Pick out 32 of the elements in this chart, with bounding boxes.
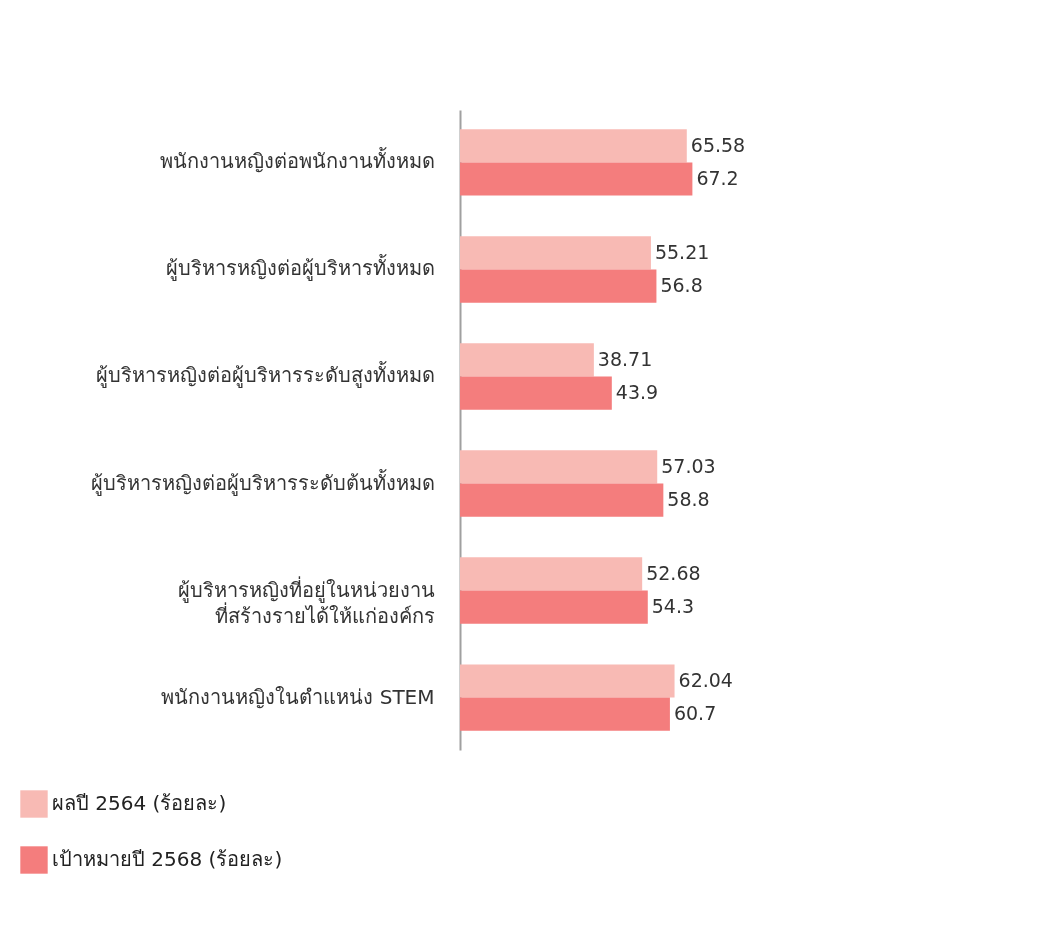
bar [460,129,687,163]
bar [460,269,657,303]
data-label: 56.8 [660,274,703,297]
data-label: 52.68 [646,561,701,584]
y-tick-label: พนักงานหญิงในตำแหน่ง STEM [161,684,435,709]
y-tick-label: ผู้บริหารหญิงต่อผู้บริหารทั้งหมด [165,254,435,282]
bar [460,697,670,731]
bar [460,376,612,410]
legend-label: ผลปี 2564 (ร้อยละ) [52,791,227,815]
bar [460,236,651,270]
data-label: 54.3 [651,595,695,618]
bar [460,162,693,196]
data-label: 57.03 [661,454,716,477]
legend-label: เป้าหมายปี 2568 (ร้อยละ) [52,847,283,871]
y-tick-label: ผู้บริหารหญิงต่อผู้บริหารระดับสูงทั้งหมด [95,361,435,389]
data-label: 58.8 [667,488,710,511]
data-label: 60.7 [673,702,717,725]
y-tick-label: ผู้บริหารหญิงที่อยู่ในหน่วยงาน ที่สร้างรายได้ให้แก่องค์กร [177,575,435,628]
data-label: 55.21 [654,240,710,263]
bar [460,557,643,591]
bar [460,664,675,698]
bar [460,343,594,377]
data-label: 67.2 [696,167,739,190]
bar [460,450,658,484]
data-label: 38.71 [597,347,653,370]
y-tick-label: ผู้บริหารหญิงต่อผู้บริหารระดับต้นทั้งหมด [90,468,435,496]
y-tick-label: พนักงานหญิงต่อพนักงานทั้งหมด [159,147,435,174]
data-label: 43.9 [615,381,659,404]
data-label: 62.04 [678,668,733,691]
bar [460,590,648,624]
bar [460,483,664,517]
data-label: 65.58 [690,133,746,156]
